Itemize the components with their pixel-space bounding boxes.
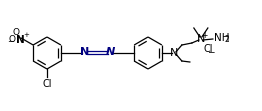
Text: +: + bbox=[201, 31, 208, 40]
Text: N: N bbox=[197, 34, 205, 44]
Text: O: O bbox=[12, 28, 19, 37]
Text: Cl: Cl bbox=[42, 79, 52, 89]
Text: −: − bbox=[8, 38, 14, 47]
Text: N: N bbox=[80, 48, 89, 57]
Text: −: − bbox=[207, 48, 214, 56]
Text: O: O bbox=[8, 36, 15, 45]
Text: +: + bbox=[23, 32, 29, 38]
Text: N: N bbox=[16, 35, 24, 45]
Text: NH: NH bbox=[214, 33, 229, 43]
Text: Cl: Cl bbox=[204, 44, 213, 54]
Text: N: N bbox=[170, 48, 178, 58]
Text: N: N bbox=[106, 48, 115, 57]
Text: 2: 2 bbox=[224, 36, 229, 45]
